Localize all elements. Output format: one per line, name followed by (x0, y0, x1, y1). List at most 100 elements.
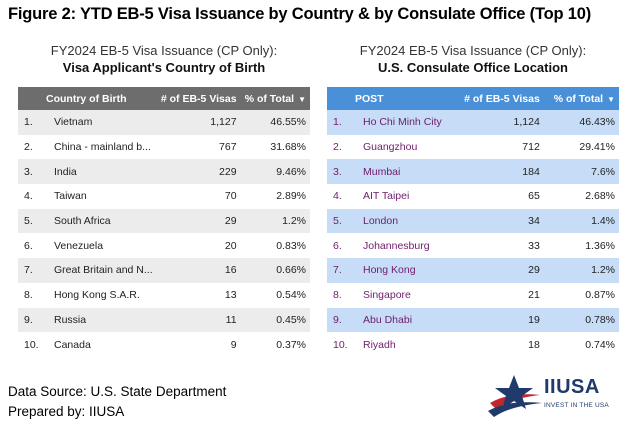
table-row: 1. Vietnam 1,127 46.55% (18, 110, 310, 135)
row-visa-count: 1,124 (453, 110, 544, 135)
table-row: 8. Hong Kong S.A.R. 13 0.54% (18, 282, 310, 308)
row-name: Hong Kong (359, 258, 454, 283)
right-panel-subtitle: FY2024 EB-5 Visa Issuance (CP Only): (359, 43, 587, 58)
row-visa-count: 34 (453, 208, 544, 234)
table-row: 6. Venezuela 20 0.83% (18, 233, 310, 259)
row-rank: 9. (327, 307, 359, 333)
row-rank: 3. (18, 159, 50, 185)
row-percent: 0.45% (240, 307, 310, 333)
row-name: Taiwan (50, 184, 157, 209)
row-percent: 1.4% (543, 208, 619, 234)
row-rank: 3. (327, 159, 359, 185)
row-percent: 1.2% (543, 258, 619, 283)
row-rank: 5. (18, 208, 50, 234)
row-name: Mumbai (359, 159, 454, 185)
figure-title: Figure 2: YTD EB-5 Visa Issuance by Coun… (8, 5, 591, 23)
row-visa-count: 18 (453, 332, 544, 357)
row-visa-count: 20 (156, 233, 241, 259)
star-swoosh-logo-icon (488, 375, 542, 417)
row-percent: 2.89% (240, 184, 310, 209)
row-percent: 1.36% (543, 233, 619, 259)
row-name: India (50, 159, 157, 185)
row-percent: 0.66% (240, 258, 310, 283)
row-visa-count: 21 (453, 282, 544, 308)
row-visa-count: 13 (156, 282, 241, 308)
row-percent: 9.46% (240, 159, 310, 185)
row-percent: 0.54% (240, 282, 310, 308)
table-row: 4. AIT Taipei 65 2.68% (327, 184, 619, 209)
table-row: 2. China - mainland b... 767 31.68% (18, 134, 310, 160)
row-name: Hong Kong S.A.R. (50, 282, 157, 308)
row-name: Johannesburg (359, 233, 454, 259)
row-rank: 7. (18, 258, 50, 283)
row-name: Singapore (359, 282, 454, 308)
prepared-by: Prepared by: IIUSA (8, 404, 125, 419)
table-header-row: Country of Birth # of EB-5 Visas % of To… (18, 87, 310, 110)
footer: Data Source: U.S. State Department Prepa… (8, 382, 226, 422)
row-rank: 6. (327, 233, 359, 259)
row-name: Vietnam (50, 110, 157, 135)
table-row: 5. London 34 1.4% (327, 208, 619, 234)
row-visa-count: 29 (453, 258, 544, 283)
row-percent: 1.2% (240, 208, 310, 234)
row-visa-count: 1,127 (156, 110, 241, 135)
row-rank: 7. (327, 258, 359, 283)
row-rank: 8. (18, 282, 50, 308)
row-visa-count: 9 (156, 332, 241, 357)
row-percent: 0.87% (543, 282, 619, 308)
row-visa-count: 70 (156, 184, 241, 209)
logo-tagline: INVEST IN THE USA (544, 402, 609, 409)
row-percent: 46.55% (240, 110, 310, 135)
column-header-country[interactable]: Country of Birth (18, 87, 157, 110)
row-rank: 6. (18, 233, 50, 259)
column-header-pct[interactable]: % of Total ▼ (240, 87, 310, 110)
row-name: Riyadh (359, 332, 454, 357)
row-visa-count: 229 (156, 159, 241, 185)
right-panel-heading: U.S. Consulate Office Location (378, 60, 568, 75)
left-panel-heading: Visa Applicant's Country of Birth (62, 60, 266, 75)
table-row: 2. Guangzhou 712 29.41% (327, 134, 619, 160)
row-name: Guangzhou (359, 134, 454, 160)
row-visa-count: 767 (156, 134, 241, 160)
row-visa-count: 712 (453, 134, 544, 160)
table-row: 9. Russia 11 0.45% (18, 307, 310, 333)
logo-wordmark: IIUSA (544, 376, 600, 398)
right-panel: FY2024 EB-5 Visa Issuance (CP Only): U.S… (327, 42, 619, 357)
row-rank: 8. (327, 282, 359, 308)
row-percent: 46.43% (543, 110, 619, 135)
column-header-visas[interactable]: # of EB-5 Visas (156, 87, 241, 110)
row-rank: 2. (18, 134, 50, 160)
row-rank: 1. (18, 110, 50, 135)
table-row: 9. Abu Dhabi 19 0.78% (327, 307, 619, 333)
row-rank: 4. (327, 184, 359, 209)
column-header-visas[interactable]: # of EB-5 Visas (453, 87, 544, 110)
row-percent: 31.68% (240, 134, 310, 160)
row-visa-count: 184 (453, 159, 544, 185)
left-panel-subtitle: FY2024 EB-5 Visa Issuance (CP Only): (50, 43, 278, 58)
table-header-row: POST # of EB-5 Visas % of Total ▼ (327, 87, 619, 110)
row-visa-count: 29 (156, 208, 241, 234)
row-percent: 7.6% (543, 159, 619, 185)
consulate-table: POST # of EB-5 Visas % of Total ▼ 1. Ho Ch… (327, 87, 619, 357)
left-panel: FY2024 EB-5 Visa Issuance (CP Only): Vis… (18, 42, 310, 357)
row-visa-count: 16 (156, 258, 241, 283)
table-row: 6. Johannesburg 33 1.36% (327, 233, 619, 259)
column-header-pct[interactable]: % of Total ▼ (543, 87, 619, 110)
row-visa-count: 19 (453, 307, 544, 333)
table-row: 3. Mumbai 184 7.6% (327, 159, 619, 185)
row-rank: 1. (327, 110, 359, 135)
country-table: Country of Birth # of EB-5 Visas % of To… (18, 87, 310, 357)
row-percent: 0.74% (543, 332, 619, 357)
table-row: 10. Canada 9 0.37% (18, 332, 310, 357)
table-row: 3. India 229 9.46% (18, 159, 310, 185)
row-rank: 5. (327, 208, 359, 234)
row-name: Canada (50, 332, 157, 357)
sort-desc-icon: ▼ (607, 94, 615, 104)
column-header-post[interactable]: POST (327, 87, 454, 110)
row-rank: 4. (18, 184, 50, 209)
sort-desc-icon: ▼ (298, 94, 306, 104)
table-row: 8. Singapore 21 0.87% (327, 282, 619, 308)
row-name: Ho Chi Minh City (359, 110, 454, 135)
row-name: China - mainland b... (50, 134, 157, 160)
row-visa-count: 11 (156, 307, 241, 333)
